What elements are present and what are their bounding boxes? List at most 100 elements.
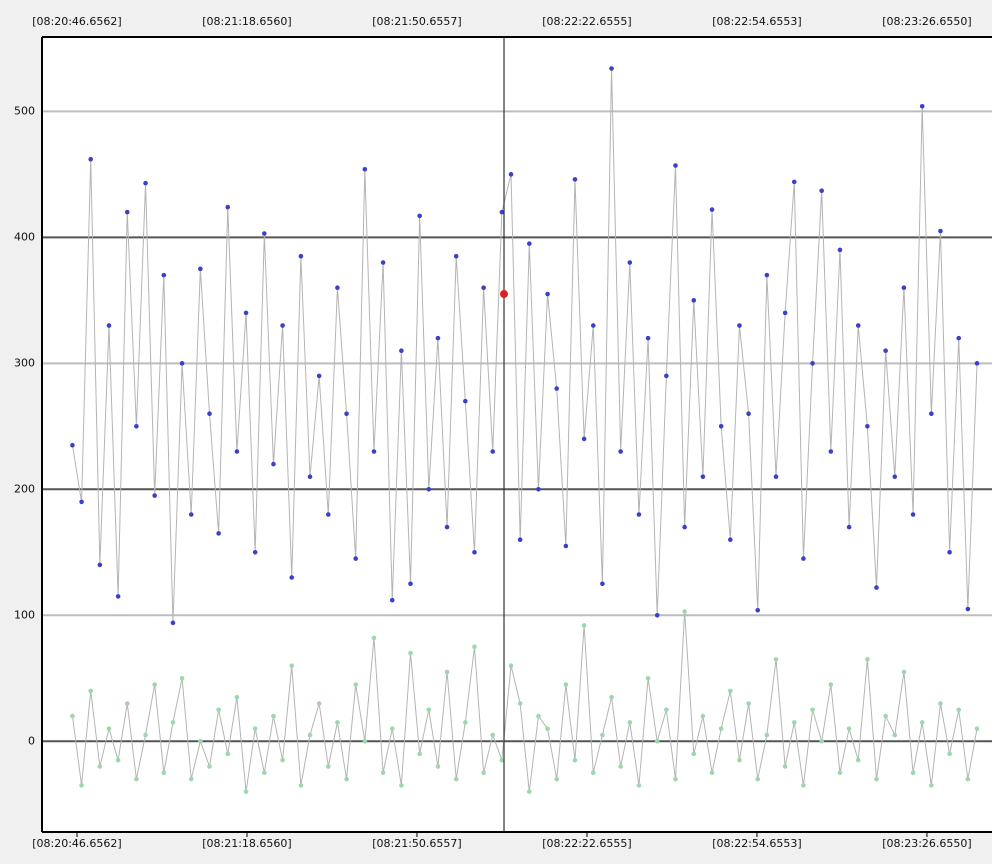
- data-point: [974, 361, 980, 366]
- data-point: [791, 720, 797, 725]
- data-point: [645, 335, 651, 341]
- data-point: [883, 348, 888, 354]
- data-point: [243, 789, 249, 794]
- data-point: [855, 757, 861, 763]
- data-point: [417, 213, 422, 219]
- data-point: [654, 612, 660, 618]
- data-point: [919, 103, 925, 109]
- data-point: [801, 783, 806, 788]
- x-tick-label: [08:22:54.6553]: [712, 837, 801, 850]
- x-tick-label-top: [08:21:50.6557]: [372, 15, 461, 28]
- data-point: [97, 764, 103, 769]
- data-point: [682, 524, 687, 530]
- data-point: [755, 607, 761, 613]
- data-point: [289, 663, 295, 668]
- data-point: [590, 323, 596, 328]
- data-point: [399, 348, 404, 354]
- data-point: [737, 757, 742, 763]
- data-point: [581, 623, 587, 628]
- data-point: [901, 285, 907, 291]
- data-point: [892, 474, 898, 480]
- data-point: [654, 738, 660, 744]
- data-point: [810, 361, 815, 366]
- data-point: [472, 550, 477, 555]
- data-point: [572, 177, 578, 182]
- data-point: [198, 738, 203, 744]
- data-point: [682, 609, 687, 614]
- data-point: [106, 726, 112, 731]
- data-point: [280, 757, 285, 763]
- data-point: [481, 285, 486, 291]
- x-tick-label-top: [08:22:22.6555]: [542, 15, 631, 28]
- data-point: [600, 732, 605, 738]
- x-tick-label-top: [08:21:18.6560]: [202, 15, 291, 28]
- data-point: [700, 713, 706, 719]
- data-point: [974, 726, 980, 731]
- data-point: [79, 783, 84, 788]
- data-point: [325, 512, 331, 517]
- y-tick-label: 500: [14, 104, 35, 117]
- data-point: [335, 720, 340, 725]
- data-point: [517, 537, 523, 543]
- data-point: [526, 789, 532, 794]
- data-point: [618, 449, 623, 454]
- data-point: [234, 694, 240, 700]
- data-point: [225, 204, 231, 210]
- data-point: [88, 156, 94, 162]
- data-point: [618, 764, 623, 769]
- data-point: [837, 247, 843, 253]
- data-point: [609, 694, 614, 700]
- y-tick-label: 400: [14, 230, 35, 243]
- data-point: [188, 776, 194, 782]
- data-point: [453, 253, 459, 259]
- data-point: [673, 776, 678, 782]
- data-point: [335, 285, 340, 291]
- data-point: [819, 738, 824, 744]
- data-point: [362, 738, 368, 744]
- y-tick-label: 300: [14, 356, 35, 369]
- data-point: [718, 726, 724, 731]
- data-point: [755, 776, 761, 782]
- data-point: [472, 644, 477, 650]
- data-point: [846, 524, 852, 530]
- data-point: [106, 323, 112, 328]
- data-point: [746, 411, 751, 417]
- data-point: [435, 335, 441, 341]
- data-point: [645, 675, 651, 681]
- data-point: [499, 209, 505, 215]
- data-point: [673, 163, 678, 168]
- data-point: [947, 751, 952, 757]
- data-point: [938, 701, 943, 706]
- data-point: [143, 732, 148, 738]
- data-point: [600, 581, 605, 587]
- data-point: [947, 550, 952, 555]
- data-point: [444, 524, 450, 530]
- x-tick-label: [08:20:46.6562]: [32, 837, 121, 850]
- data-point: [490, 732, 496, 738]
- data-point: [298, 253, 304, 259]
- data-point: [134, 424, 139, 429]
- data-point: [389, 726, 395, 731]
- data-point: [664, 707, 669, 713]
- data-point: [938, 228, 943, 234]
- data-point: [380, 770, 386, 776]
- data-point: [207, 411, 212, 417]
- data-point: [262, 231, 267, 236]
- data-point: [499, 757, 505, 763]
- data-point: [170, 620, 176, 626]
- data-point: [243, 310, 249, 316]
- data-point: [481, 770, 486, 776]
- data-point: [773, 657, 779, 662]
- data-point: [910, 512, 916, 517]
- data-point: [307, 474, 313, 480]
- data-point: [444, 669, 450, 675]
- data-point: [801, 556, 806, 561]
- data-point: [426, 487, 432, 492]
- data-point: [782, 310, 788, 316]
- y-tick-label: 200: [14, 482, 35, 495]
- data-point: [463, 398, 468, 404]
- data-point: [554, 386, 560, 391]
- data-point: [179, 675, 185, 681]
- y-tick-label: 0: [28, 734, 35, 747]
